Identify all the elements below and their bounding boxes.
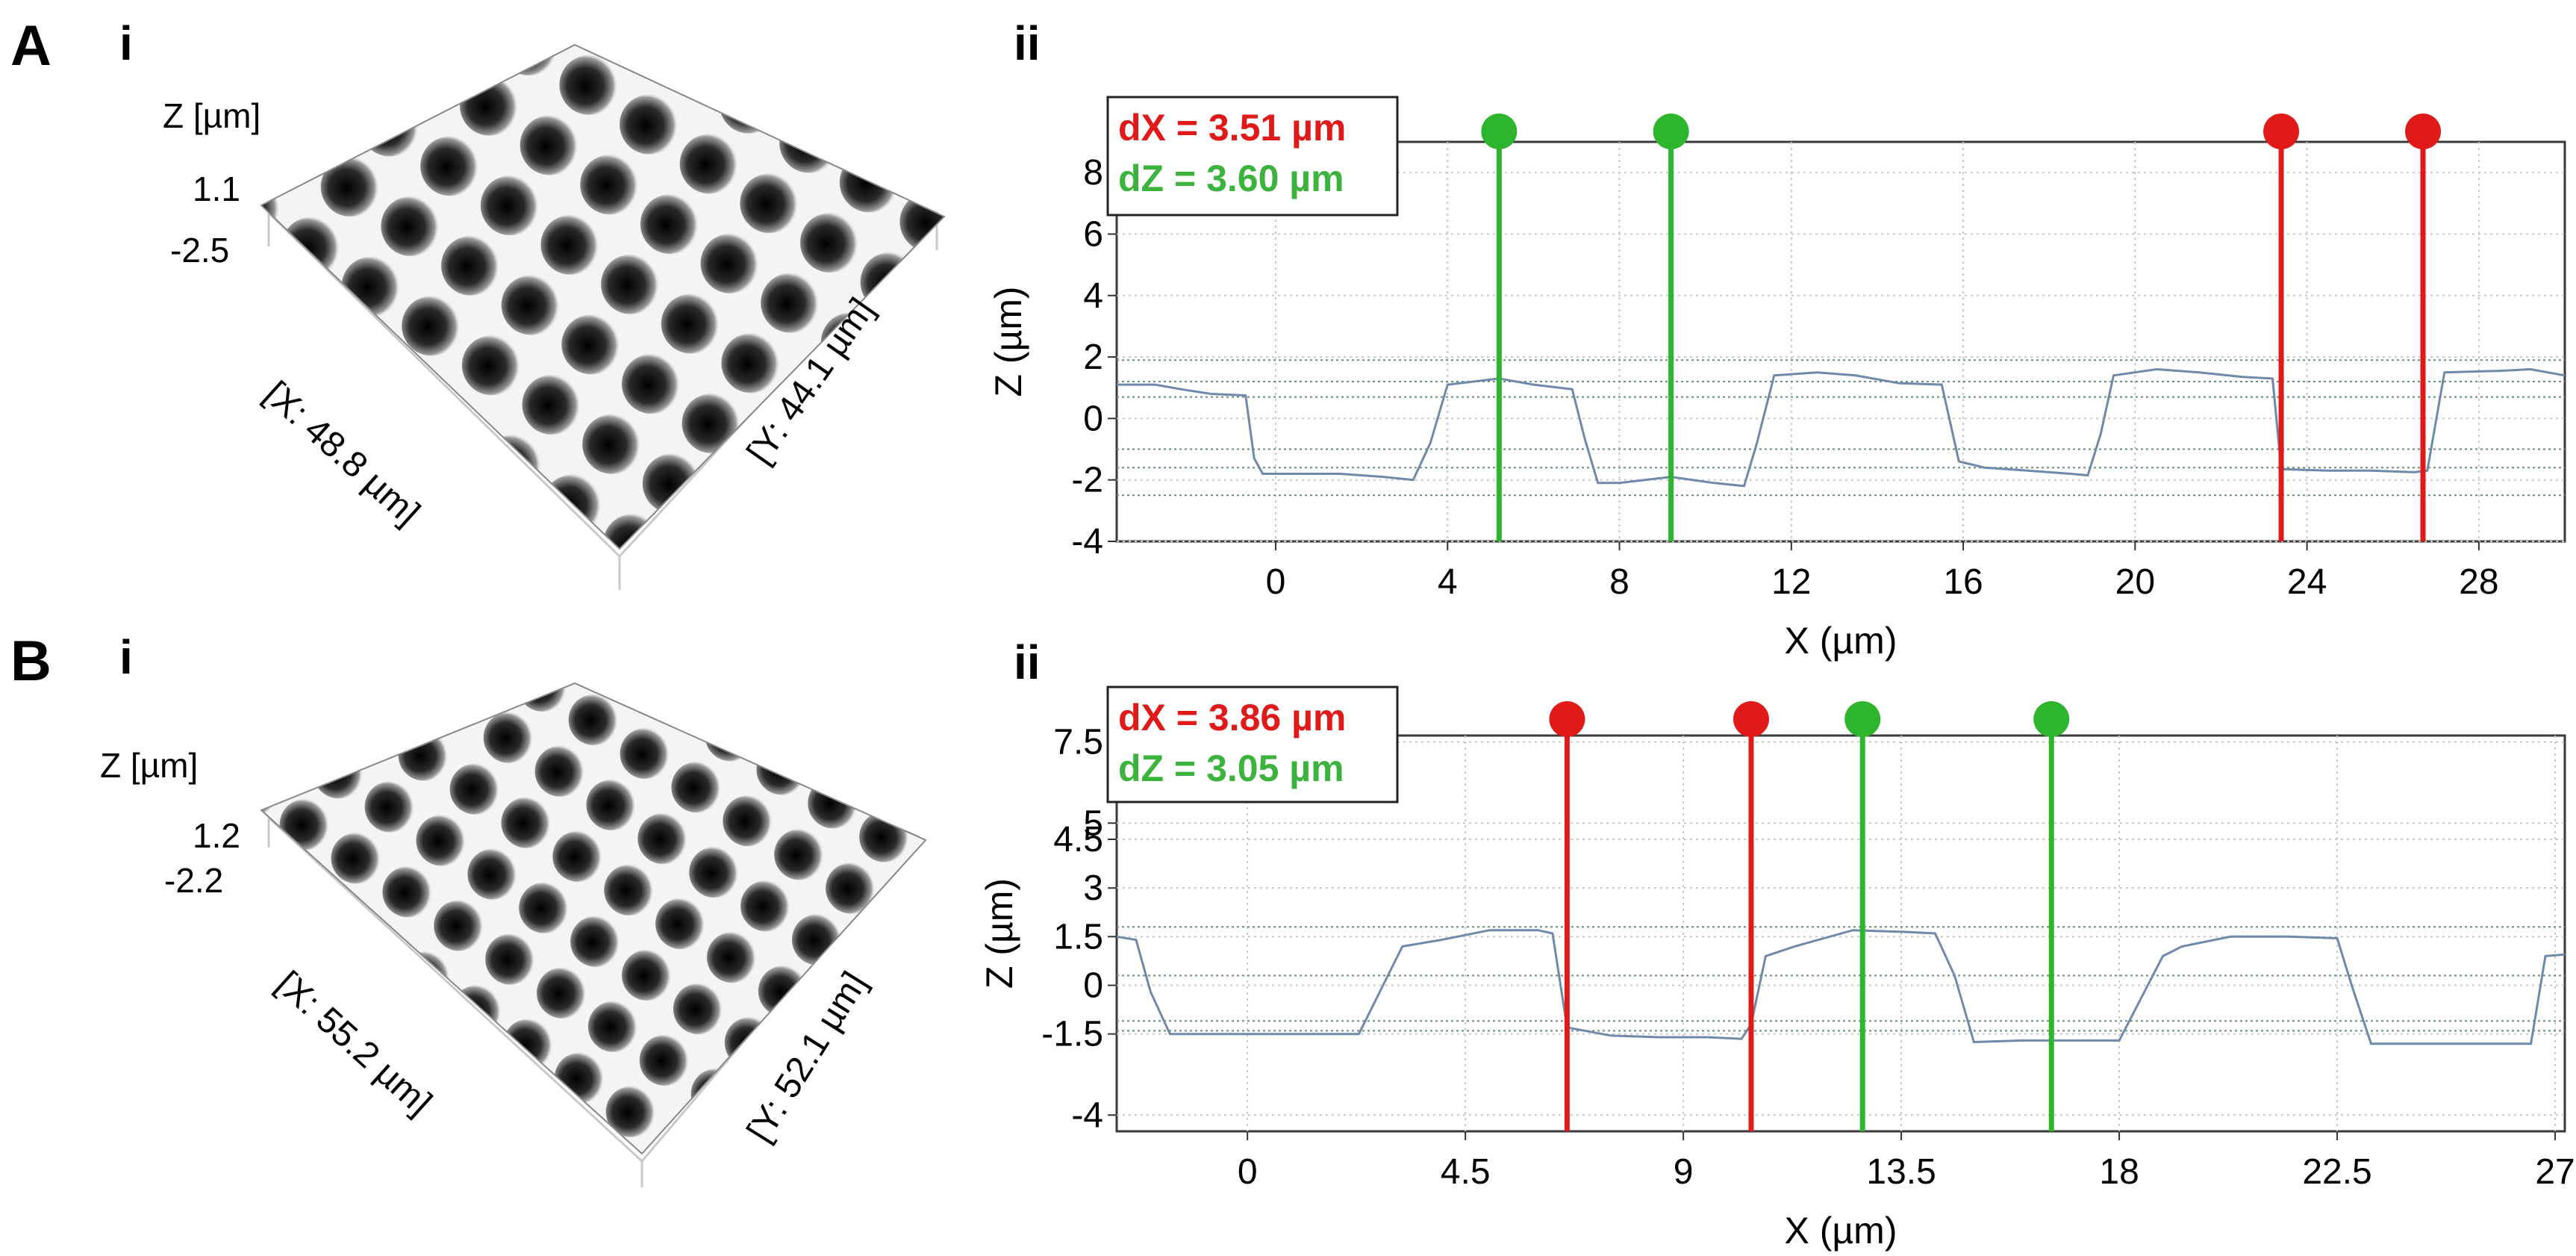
z-max-b: 1.2 <box>193 816 240 855</box>
profile-label-b: ii <box>1014 635 1041 689</box>
y-tick-label: 4.5 <box>1053 820 1103 859</box>
z-axis-label-a: Z [µm] <box>163 96 261 135</box>
profile-label-a: ii <box>1014 16 1041 70</box>
legend-box <box>1106 685 1399 803</box>
x-tick-label: 8 <box>1609 562 1630 602</box>
x-tick-label: 0 <box>1238 1152 1258 1192</box>
profile-line <box>1117 367 2566 488</box>
z-max-a: 1.1 <box>193 170 240 208</box>
y-tick-label: 4 <box>1083 276 1103 316</box>
x-tick-label: 20 <box>2115 562 2155 602</box>
x-tick-label: 22.5 <box>2302 1152 2371 1192</box>
y-tick-label: -2 <box>1071 461 1103 500</box>
legend-box <box>1106 96 1399 217</box>
cursor-marker <box>1549 701 1585 737</box>
y-axis-label: Z (µm) <box>979 878 1020 989</box>
cursor-marker <box>1653 114 1689 149</box>
y-tick-label: -4 <box>1071 522 1103 562</box>
cursor-marker <box>2405 114 2442 149</box>
y-tick-label: 5 <box>1083 803 1103 843</box>
cursor-marker <box>1844 701 1881 737</box>
y-tick-label: 8 <box>1083 153 1103 193</box>
x-tick-label: 0 <box>1266 562 1286 602</box>
y-tick-label: 2 <box>1083 338 1103 377</box>
panel-letter-a: A <box>10 14 52 78</box>
x-tick-label: 28 <box>2459 562 2498 602</box>
legend-dx: dX = 3.86 µm <box>1118 697 1346 739</box>
profile-line <box>1116 929 2566 1045</box>
x-tick-label: 9 <box>1674 1152 1694 1192</box>
z-axis-label-b: Z [µm] <box>100 746 199 785</box>
y-tick-label: 0 <box>1083 966 1103 1006</box>
y-tick-label: 6 <box>1083 214 1103 254</box>
x-tick-label: 4.5 <box>1441 1152 1491 1192</box>
y-tick-label: 0 <box>1083 399 1103 438</box>
y-tick-label: 1.5 <box>1053 917 1103 957</box>
x-tick-label: 13.5 <box>1866 1152 1936 1192</box>
cursor-marker <box>2263 114 2300 149</box>
z-min-b: -2.2 <box>164 861 224 900</box>
cursor-marker <box>1733 701 1769 737</box>
x-tick-label: 12 <box>1771 562 1811 602</box>
y-tick-label: 3 <box>1083 868 1103 908</box>
x-axis-label: X (µm) <box>1784 1210 1897 1252</box>
panel-letter-b: B <box>10 629 52 693</box>
surface-label-b: i <box>119 630 133 684</box>
x-tick-label: 24 <box>2287 562 2327 602</box>
legend-dz: dZ = 3.05 µm <box>1118 747 1344 789</box>
y-tick-label: -4 <box>1071 1095 1103 1135</box>
legend-dx: dX = 3.51 µm <box>1118 107 1346 149</box>
y-axis-label: Z (µm) <box>988 286 1029 397</box>
z-min-a: -2.5 <box>170 231 230 270</box>
x-axis-label: X (µm) <box>1784 620 1897 662</box>
surface-label-a: i <box>119 16 133 70</box>
x-tick-label: 27 <box>2535 1152 2575 1192</box>
legend-dz: dZ = 3.60 µm <box>1118 158 1344 199</box>
x-tick-label: 18 <box>2099 1152 2139 1192</box>
y-tick-label: -1.5 <box>1041 1015 1103 1054</box>
x-tick-label: 4 <box>1438 562 1458 602</box>
cursor-marker <box>1481 114 1518 149</box>
cursor-marker <box>2033 701 2070 737</box>
x-tick-label: 16 <box>1943 562 1983 602</box>
y-tick-label: 7.5 <box>1053 723 1103 762</box>
